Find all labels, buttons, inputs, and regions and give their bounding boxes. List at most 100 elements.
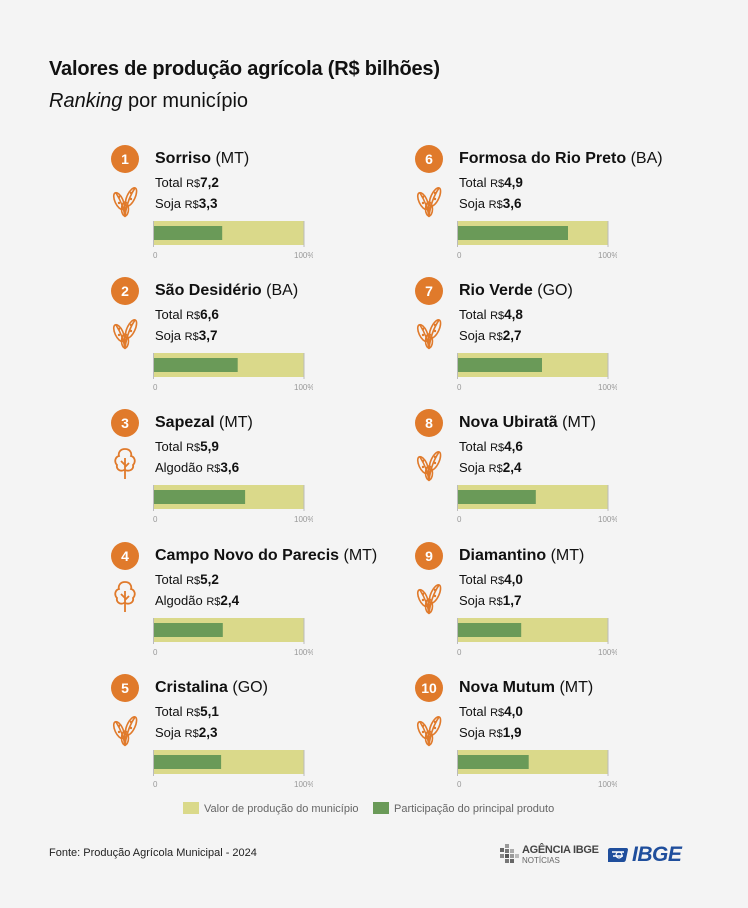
product-value: 1,9 [502,725,522,740]
total-label: Total [459,439,487,454]
rank-badge: 7 [415,277,443,305]
state-label: (BA) [266,282,299,299]
state-label: (MT) [550,547,585,564]
legend-swatch-municipio [183,802,199,814]
rank-badge: 9 [415,542,443,570]
axis-label-zero: 0 [153,648,158,657]
product-line: Soja R$2,7 [459,328,522,343]
product-value: 3,6 [502,196,522,211]
municipality-label: São Desidério [155,282,262,299]
total-line: Total R$4,0 [459,572,523,587]
product-share-bar [153,358,238,372]
soy-icon [416,450,442,482]
municipality-name: Cristalina (GO) [155,679,268,697]
state-label: (MT) [343,547,378,564]
product-share-bar [153,623,223,637]
product-line: Soja R$3,3 [155,196,218,211]
state-label: (MT) [215,150,250,167]
total-label: Total [155,175,183,190]
agencia-ibge-logo: AGÊNCIA IBGE NOTÍCIAS [500,844,599,871]
total-value: 5,1 [200,704,219,719]
product-label: Algodão [155,593,203,608]
currency-label: R$ [186,310,201,322]
total-line: Total R$5,9 [155,439,219,454]
currency-label: R$ [184,728,199,740]
rank-badge: 10 [415,674,443,702]
product-value: 3,7 [198,328,218,343]
rank-badge: 8 [415,409,443,437]
rank-badge: 4 [111,542,139,570]
state-label: (GO) [232,679,268,696]
state-label: (BA) [630,150,663,167]
cotton-icon [114,448,136,479]
municipality-name: Diamantino (MT) [459,547,584,565]
product-label: Soja [459,328,486,343]
ibge-mark-icon [605,848,628,862]
page-title: Valores de produção agrícola (R$ bilhões… [49,58,440,80]
total-value: 5,2 [200,572,219,587]
axis-label-zero: 0 [153,515,158,524]
currency-label: R$ [488,596,503,608]
total-label: Total [155,307,183,322]
total-line: Total R$4,8 [459,307,523,322]
municipality-name: Sorriso (MT) [155,150,249,168]
municipality-name: Formosa do Rio Preto (BA) [459,150,663,168]
currency-label: R$ [488,331,503,343]
subtitle-ranking: Ranking [49,90,123,112]
municipality-name: São Desidério (BA) [155,282,298,300]
product-share-bar [457,755,529,769]
total-label: Total [459,307,487,322]
total-line: Total R$7,2 [155,175,219,190]
share-chart: 0 100% [153,750,313,789]
product-share-bar [153,490,246,504]
municipality-label: Sapezal [155,414,215,431]
page-subtitle: Ranking por município [49,90,248,113]
total-line: Total R$4,9 [459,175,523,190]
product-line: Algodão R$3,6 [155,460,239,475]
soy-icon [416,186,442,218]
total-value: 4,0 [504,572,523,587]
state-label: (GO) [537,282,573,299]
total-label: Total [155,572,183,587]
total-value: 4,9 [504,175,523,190]
total-value: 7,2 [200,175,219,190]
currency-label: R$ [490,178,505,190]
rank-badge: 5 [111,674,139,702]
product-label: Soja [459,196,486,211]
currency-label: R$ [186,178,201,190]
state-label: (MT) [219,414,253,431]
municipality-label: Cristalina [155,679,228,696]
currency-label: R$ [186,707,201,719]
currency-label: R$ [184,331,199,343]
rank-badge: 1 [111,145,139,173]
soy-icon [416,583,442,615]
product-label: Soja [459,593,486,608]
ranking-card: 10 Nova Mutum (MT) Total R$4,0 Soja R$1,9 0 1… [415,674,715,794]
axis-label-full: 100% [598,251,617,260]
legend-item-municipio: Valor de produção do município [183,802,359,815]
product-value: 3,3 [198,196,218,211]
total-label: Total [459,704,487,719]
source-note: Fonte: Produção Agrícola Municipal - 202… [49,847,257,859]
total-line: Total R$5,1 [155,704,219,719]
axis-label-full: 100% [598,780,617,789]
total-value: 4,0 [504,704,523,719]
product-share-bar [153,226,223,240]
ranking-card: 9 Diamantino (MT) Total R$4,0 Soja R$1,7 0 10… [415,542,715,662]
total-line: Total R$4,0 [459,704,523,719]
axis-label-full: 100% [294,383,313,392]
product-line: Soja R$2,3 [155,725,218,740]
currency-label: R$ [206,463,221,475]
ranking-card: 5 Cristalina (GO) Total R$5,1 Soja R$2,3 0 10… [111,674,411,794]
total-value: 4,6 [504,439,523,454]
ranking-card: 3 Sapezal (MT) Total R$5,9 Algodão R$3,6 0 10… [111,409,411,529]
axis-label-full: 100% [294,648,313,657]
municipality-label: Nova Ubiratã [459,414,558,431]
ranking-card: 4 Campo Novo do Parecis (MT) Total R$5,2 Al… [111,542,411,662]
product-value: 1,7 [502,593,522,608]
rank-badge: 2 [111,277,139,305]
share-chart: 0 100% [457,750,617,789]
agencia-mark-icon [500,844,519,863]
share-chart: 0 100% [457,618,617,657]
